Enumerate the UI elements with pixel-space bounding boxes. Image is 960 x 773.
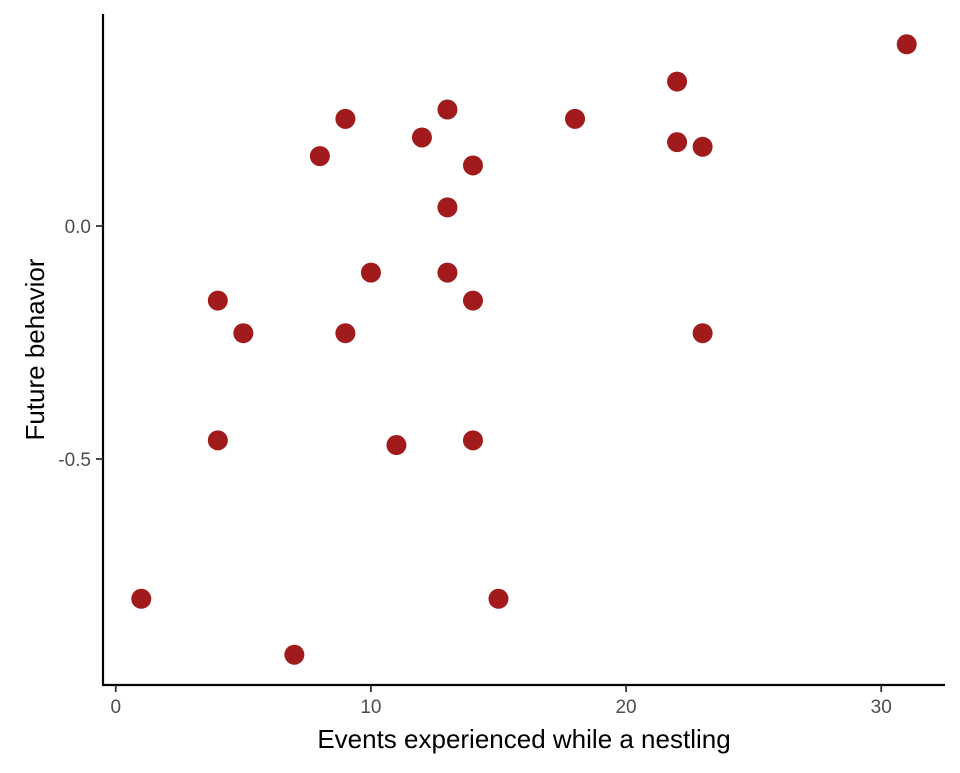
data-point [360, 262, 381, 283]
data-point [284, 644, 305, 665]
data-point [207, 430, 228, 451]
data-point [667, 71, 688, 92]
data-point [565, 108, 586, 129]
y-axis-title: Future behavior [20, 258, 50, 440]
x-axis-ticks: 0 10 20 30 [110, 685, 892, 718]
points-layer [131, 34, 917, 665]
data-point [386, 435, 407, 456]
y-tick-label: -0.5 [58, 450, 91, 471]
data-point [692, 323, 713, 344]
y-tick-label: 0.0 [65, 217, 91, 238]
data-point [488, 588, 509, 609]
data-point [462, 430, 483, 451]
x-axis-title: Events experienced while a nestling [317, 724, 730, 754]
data-point [411, 127, 432, 148]
data-point [692, 136, 713, 157]
y-axis-ticks: 0.0 -0.5 [58, 217, 103, 471]
data-point [462, 155, 483, 176]
data-point [233, 323, 254, 344]
x-tick-label: 0 [110, 697, 121, 718]
data-point [207, 290, 228, 311]
data-point [309, 146, 330, 167]
x-tick-label: 30 [871, 697, 892, 718]
x-tick-label: 20 [615, 697, 636, 718]
data-point [896, 34, 917, 55]
data-point [131, 588, 152, 609]
data-point [437, 262, 458, 283]
data-point [667, 132, 688, 153]
data-point [335, 323, 356, 344]
x-tick-label: 10 [360, 697, 381, 718]
data-point [335, 108, 356, 129]
data-point [437, 197, 458, 218]
data-point [462, 290, 483, 311]
data-point [437, 99, 458, 120]
